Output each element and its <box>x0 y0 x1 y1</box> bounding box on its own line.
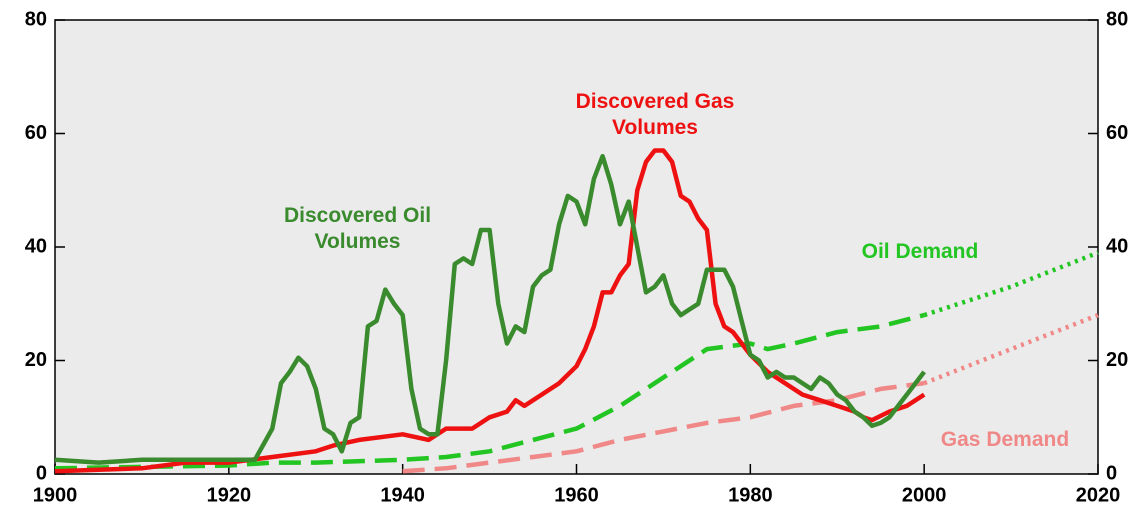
x-tick-label: 1900 <box>33 484 78 506</box>
x-tick-label: 1980 <box>728 484 773 506</box>
y-tick-label: 20 <box>25 349 47 371</box>
y2-tick-label: 0 <box>1106 462 1117 484</box>
projection-line <box>923 250 1099 318</box>
y-tick-label: 80 <box>25 8 47 30</box>
series-line <box>54 153 926 465</box>
x-tick-label: 1920 <box>207 484 252 506</box>
series-line <box>54 148 926 474</box>
x-tick-label: 1940 <box>380 484 425 506</box>
series-line <box>402 380 925 474</box>
series-line <box>54 312 925 471</box>
series-label: Gas Demand <box>940 428 1070 451</box>
x-tick-label: 2000 <box>902 484 947 506</box>
y2-tick-label: 20 <box>1106 349 1128 371</box>
y2-tick-label: 40 <box>1106 235 1128 257</box>
y-tick-label: 0 <box>36 462 47 484</box>
series-label: Oil Demand <box>861 240 979 263</box>
series-label: Discovered Gas Volumes <box>575 90 735 139</box>
y-tick-label: 40 <box>25 235 47 257</box>
x-tick-label: 2020 <box>1076 484 1121 506</box>
y-tick-label: 60 <box>25 122 47 144</box>
y2-tick-label: 80 <box>1106 8 1128 30</box>
series-label: Discovered Oil Volumes <box>283 204 432 253</box>
y2-tick-label: 60 <box>1106 122 1128 144</box>
x-tick-label: 1960 <box>554 484 599 506</box>
